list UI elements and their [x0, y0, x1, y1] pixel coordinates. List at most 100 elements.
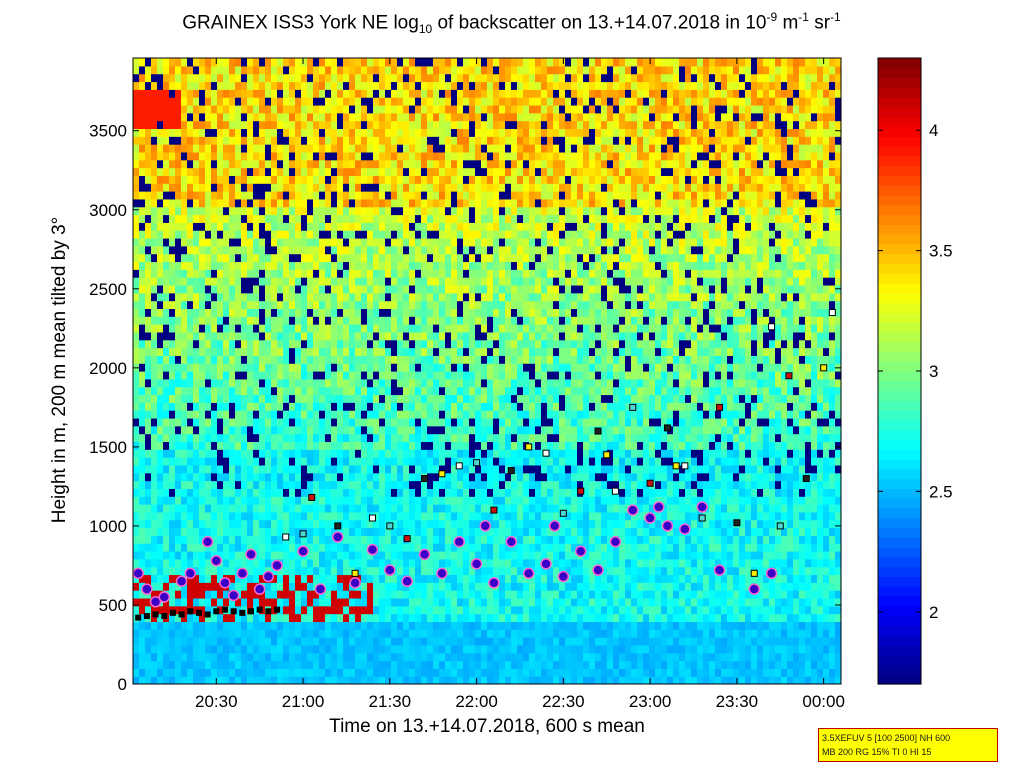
heatmap-cell: [283, 324, 290, 333]
heatmap-cell: [283, 355, 290, 364]
heatmap-cell: [409, 550, 416, 560]
heatmap-cell: [241, 144, 248, 153]
heatmap-cell: [349, 449, 356, 458]
heatmap-cell: [463, 363, 470, 372]
heatmap-cell: [259, 97, 266, 106]
heatmap-cell: [487, 660, 494, 669]
heatmap-cell: [439, 464, 446, 474]
heatmap-cell: [481, 159, 488, 169]
heatmap-cell: [175, 230, 182, 239]
heatmap-cell: [307, 629, 314, 638]
heatmap-cell: [157, 535, 164, 544]
heatmap-cell: [379, 511, 386, 521]
heatmap-cell: [169, 621, 176, 630]
heatmap-cell: [289, 668, 296, 677]
heatmap-cell: [283, 527, 290, 536]
heatmap-cell: [343, 504, 350, 513]
heatmap-cell: [157, 433, 164, 443]
heatmap-cell: [289, 363, 296, 372]
heatmap-cell: [493, 183, 500, 192]
heatmap-cell: [301, 660, 308, 669]
heatmap-cell: [481, 386, 488, 396]
heatmap-cell: [193, 613, 200, 623]
heatmap-cell: [169, 527, 176, 536]
heatmap-cell: [205, 308, 212, 317]
heatmap-cell: [313, 504, 320, 513]
heatmap-cell: [379, 637, 386, 646]
heatmap-cell: [265, 676, 272, 684]
heatmap-cell: [229, 504, 236, 513]
heatmap-cell: [193, 261, 200, 270]
heatmap-cell: [193, 300, 200, 309]
heatmap-cell: [415, 637, 422, 646]
heatmap-cell: [475, 613, 482, 623]
heatmap-cell: [295, 433, 302, 443]
heatmap-cell: [313, 425, 320, 435]
heatmap-cell: [367, 237, 374, 247]
heatmap-cell: [451, 128, 458, 137]
heatmap-cell: [301, 457, 308, 466]
heatmap-cell: [433, 566, 440, 576]
heatmap-cell: [229, 324, 236, 333]
heatmap-cell: [379, 175, 386, 184]
heatmap-cell: [475, 253, 482, 263]
heatmap-cell: [487, 668, 494, 677]
heatmap-cell: [211, 339, 218, 349]
heatmap-cell: [313, 261, 320, 270]
heatmap-cell: [157, 644, 164, 654]
heatmap-cell: [397, 550, 404, 560]
heatmap-cell: [421, 292, 428, 302]
heatmap-cell: [421, 58, 428, 67]
heatmap-cell: [409, 222, 416, 231]
heatmap-cell: [403, 425, 410, 435]
heatmap-cell: [427, 347, 434, 356]
heatmap-cell: [337, 566, 344, 576]
heatmap-cell: [355, 58, 362, 67]
heatmap-cell: [421, 519, 428, 529]
heatmap-cell: [463, 613, 470, 623]
heatmap-cell: [343, 308, 350, 317]
heatmap-cell: [391, 261, 398, 270]
heatmap-cell: [325, 668, 332, 677]
heatmap-cell: [439, 245, 446, 255]
heatmap-cell: [229, 284, 236, 294]
heatmap-cell: [367, 433, 374, 443]
heatmap-cell: [385, 230, 392, 239]
heatmap-cell: [469, 120, 476, 130]
heatmap-cell: [325, 433, 332, 443]
heatmap-cell: [277, 621, 284, 630]
heatmap-cell: [205, 253, 212, 263]
heatmap-cell: [307, 300, 314, 309]
heatmap-cell: [481, 621, 488, 630]
heatmap-cell: [355, 191, 362, 200]
heatmap-cell: [373, 425, 380, 435]
heatmap-cell: [361, 644, 368, 654]
heatmap-cell: [355, 167, 362, 176]
heatmap-cell: [505, 566, 512, 576]
heatmap-cell: [277, 183, 284, 192]
heatmap-cell: [133, 590, 140, 599]
heatmap-cell: [313, 331, 320, 341]
heatmap-cell: [475, 65, 482, 75]
heatmap-cell: [313, 464, 320, 474]
heatmap-cell: [199, 120, 206, 130]
heatmap-cell: [373, 660, 380, 669]
heatmap-cell: [439, 597, 446, 607]
heatmap-cell: [373, 355, 380, 364]
heatmap-cell: [499, 605, 506, 615]
heatmap-cell: [265, 519, 272, 529]
heatmap-cell: [343, 511, 350, 521]
heatmap-cell: [373, 629, 380, 638]
heatmap-cell: [187, 167, 194, 176]
heatmap-cell: [355, 81, 362, 90]
heatmap-cell: [175, 582, 182, 591]
heatmap-cell: [391, 300, 398, 309]
heatmap-cell: [433, 550, 440, 560]
heatmap-cell: [475, 347, 482, 356]
heatmap-cell: [415, 136, 422, 145]
heatmap-cell: [253, 371, 260, 380]
heatmap-cell: [361, 104, 368, 114]
heatmap-cell: [337, 386, 344, 396]
heatmap-cell: [319, 230, 326, 239]
